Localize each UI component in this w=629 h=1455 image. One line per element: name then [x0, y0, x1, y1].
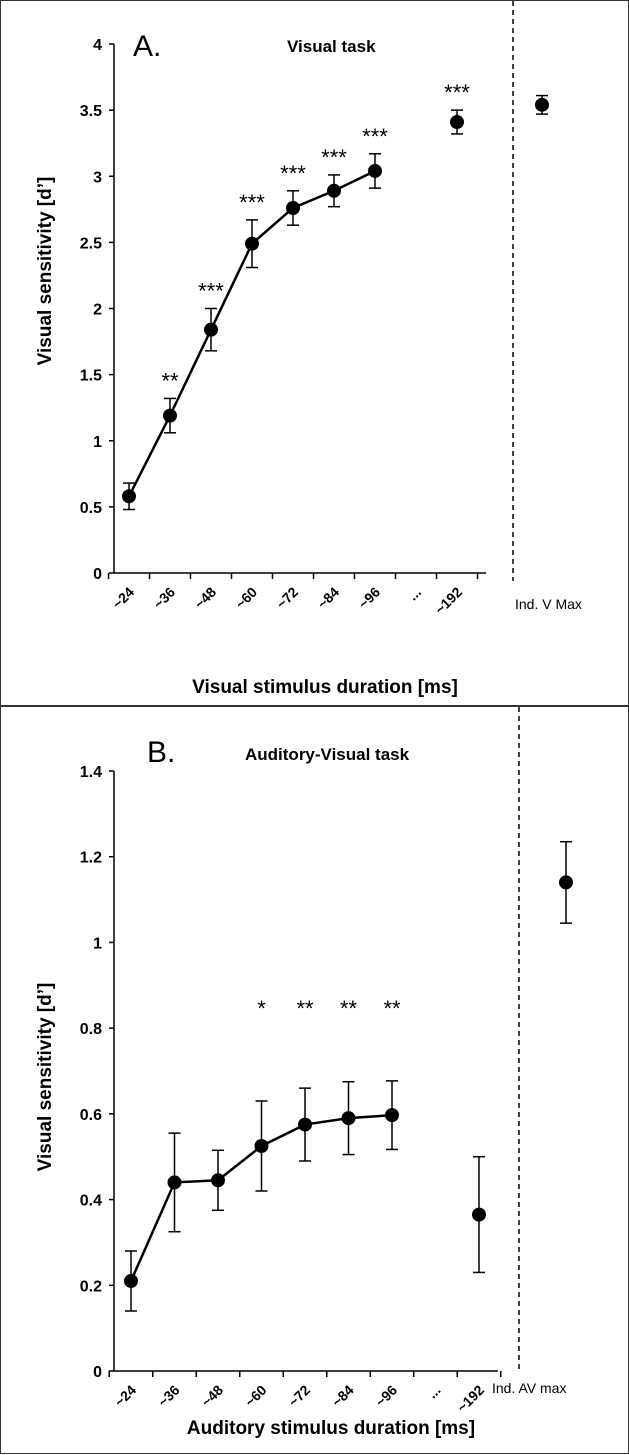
data-point — [245, 236, 259, 251]
data-point — [450, 115, 464, 130]
y-tick-label: 0.5 — [80, 500, 102, 517]
x-tick-label: ~48 — [198, 1382, 226, 1410]
reference-label: Ind. AV max — [492, 1380, 566, 1396]
y-axis-label: Visual sensitivity [d’] — [35, 983, 56, 1172]
x-tick-label: ... — [405, 584, 425, 604]
reference-point — [559, 875, 573, 890]
significance-label: *** — [362, 124, 388, 149]
data-point — [368, 163, 382, 178]
y-tick-label: 1 — [93, 935, 102, 952]
y-tick-label: 0.4 — [80, 1193, 102, 1210]
significance-label: *** — [444, 80, 470, 105]
significance-label: *** — [321, 145, 347, 170]
x-tick-label: ~72 — [285, 1382, 313, 1410]
data-point — [327, 183, 341, 198]
data-point — [298, 1117, 312, 1132]
data-point — [163, 408, 177, 423]
y-tick-label: 1.2 — [80, 850, 102, 867]
significance-label: ** — [340, 996, 358, 1021]
y-tick-label: 2 — [93, 302, 102, 319]
y-tick-label: 4 — [93, 37, 102, 54]
significance-label: *** — [280, 161, 306, 186]
x-tick-label: ~24 — [109, 584, 137, 612]
y-tick-label: 1.5 — [80, 368, 102, 385]
x-tick-label: ~96 — [372, 1382, 400, 1410]
y-tick-label: 0.6 — [80, 1107, 102, 1124]
chart-b: B. Auditory-Visual task Visual sensitivi… — [35, 707, 573, 1439]
data-point — [167, 1175, 182, 1190]
x-tick-label: ~24 — [111, 1382, 139, 1410]
x-tick-label: ~84 — [329, 1382, 357, 1410]
data-point — [204, 322, 218, 337]
x-axis-label: Visual stimulus duration [ms] — [192, 677, 458, 698]
y-axis-label: Visual sensitivity [d’] — [35, 177, 56, 366]
panel-b: B. Auditory-Visual task Visual sensitivi… — [0, 706, 629, 1454]
data-point — [286, 200, 300, 215]
significance-label: ** — [296, 996, 314, 1021]
y-tick-label: 0 — [93, 566, 102, 583]
data-point — [254, 1139, 269, 1153]
x-tick-label: ~36 — [155, 1382, 183, 1410]
y-tick-label: 1.4 — [80, 764, 102, 781]
x-tick-label: ~36 — [150, 584, 178, 612]
x-tick-label: ~96 — [355, 584, 383, 612]
x-tick-label: ~60 — [242, 1382, 270, 1410]
significance-label: *** — [239, 190, 265, 215]
y-tick-label: 3.5 — [80, 103, 102, 120]
data-point — [124, 1274, 138, 1288]
x-tick-label: ~192 — [454, 1382, 488, 1416]
panel-letter: A. — [133, 30, 161, 63]
significance-label: * — [257, 996, 266, 1021]
data-point — [472, 1207, 486, 1222]
panel-a: A. Visual task Visual sensitivity [d’] V… — [0, 0, 629, 706]
data-point — [211, 1173, 225, 1188]
y-tick-label: 0.2 — [80, 1278, 102, 1295]
x-tick-label: ~60 — [232, 584, 260, 612]
significance-label: ** — [383, 996, 401, 1021]
x-tick-label: ... — [424, 1382, 444, 1402]
data-point — [341, 1111, 356, 1126]
chart-title: Visual task — [287, 37, 376, 56]
y-tick-label: 3 — [93, 169, 102, 186]
reference-point — [535, 97, 549, 112]
chart-title: Auditory-Visual task — [245, 745, 410, 764]
panel-letter: B. — [147, 736, 175, 769]
data-point — [122, 489, 136, 504]
chart-a: A. Visual task Visual sensitivity [d’] V… — [35, 1, 582, 698]
significance-label: *** — [198, 279, 224, 304]
x-tick-label: ~72 — [273, 584, 301, 612]
x-tick-label: ~48 — [191, 584, 219, 612]
x-tick-label: ~84 — [314, 584, 342, 612]
x-axis-label: Auditory stimulus duration [ms] — [187, 1418, 475, 1439]
y-tick-label: 2.5 — [80, 235, 102, 252]
y-tick-label: 1 — [93, 434, 102, 451]
data-point — [385, 1108, 399, 1123]
x-tick-label: ~192 — [432, 584, 466, 618]
reference-label: Ind. V Max — [515, 596, 582, 612]
y-tick-label: 0 — [93, 1364, 102, 1381]
significance-label: ** — [161, 368, 179, 393]
y-tick-label: 0.8 — [80, 1021, 102, 1038]
